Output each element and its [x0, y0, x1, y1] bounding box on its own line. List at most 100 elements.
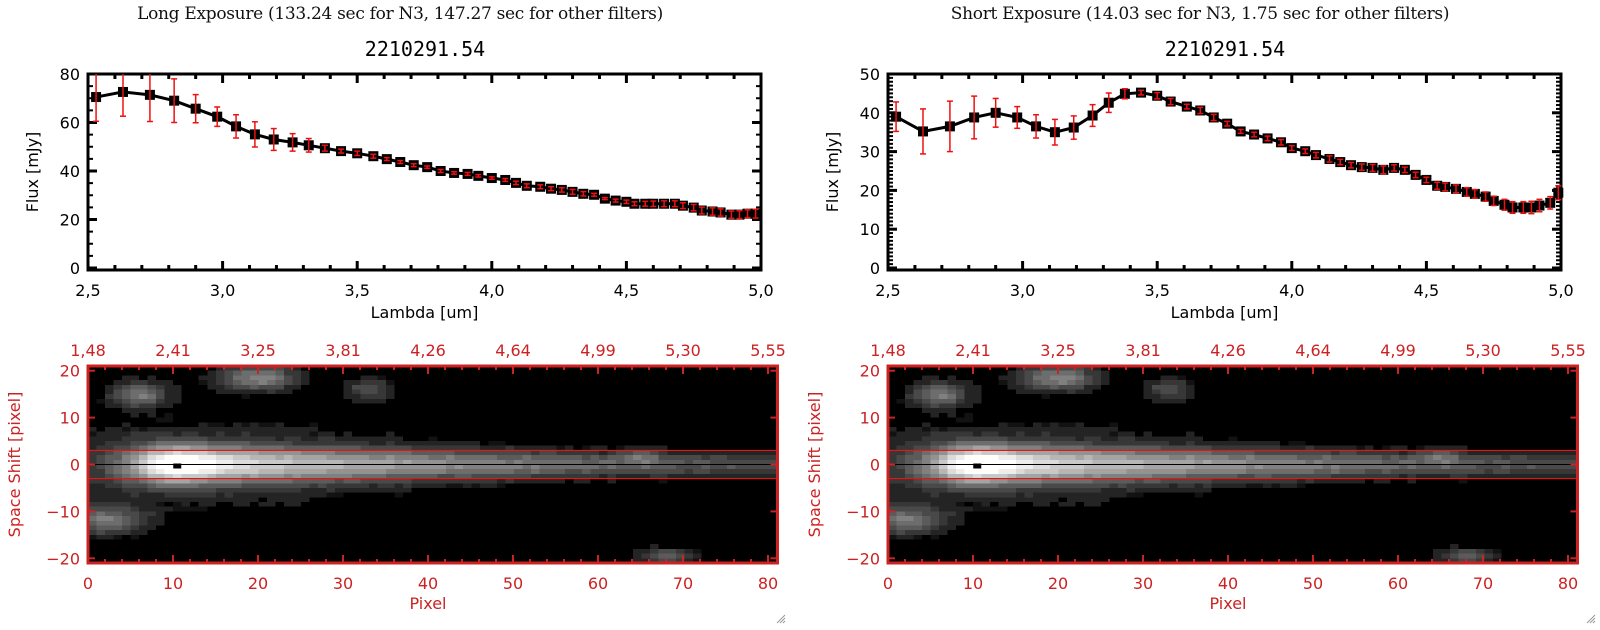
x-tick-label: 5,0	[1548, 281, 1573, 300]
top-wavelength-label: 4,26	[410, 341, 446, 360]
error-bar	[1278, 138, 1285, 146]
short-spatial-image	[888, 366, 1578, 563]
y-tick-label: 50	[860, 65, 880, 84]
error-bar	[946, 100, 953, 153]
y-tick-label: −10	[846, 502, 880, 521]
y-tick-label: −20	[846, 549, 880, 568]
y-tick-label: 0	[870, 259, 880, 278]
x-tick-label: 4,5	[1414, 281, 1439, 300]
top-wavelength-label: 5,55	[1550, 341, 1586, 360]
error-bar	[1547, 195, 1554, 210]
error-bar	[736, 210, 743, 220]
error-bar	[146, 74, 153, 123]
x-tick-label: 40	[418, 574, 438, 593]
error-bar	[1501, 198, 1508, 211]
error-bar	[1033, 113, 1040, 139]
y-axis-title: Space Shift [pixel]	[805, 392, 824, 538]
x-tick-label: 4,0	[1279, 281, 1304, 300]
error-bar	[1434, 181, 1441, 190]
top-wavelength-label: 2,41	[955, 341, 991, 360]
x-tick-label: 10	[963, 574, 983, 593]
error-bar	[744, 209, 751, 219]
long-exposure-panel: Long Exposure (133.24 sec for N3, 147.27…	[5, 4, 786, 624]
top-wavelength-label: 3,81	[325, 341, 361, 360]
long-spatial-image-axes: 0 1,48 10 2,41 20 3,25 30 3,81 40 4,26 50 4,64 60 4,9…	[5, 341, 786, 613]
error-bar	[523, 183, 530, 189]
error-bar	[270, 127, 277, 152]
error-bar	[424, 165, 431, 170]
error-bar	[1167, 97, 1174, 106]
error-bar	[612, 198, 619, 203]
y-tick-label: 20	[60, 211, 80, 230]
error-bar	[671, 200, 678, 208]
error-bar	[1555, 184, 1562, 201]
error-bar	[1302, 148, 1309, 155]
y-axis-title: Space Shift [pixel]	[5, 392, 24, 538]
error-bar	[192, 93, 199, 124]
top-wavelength-label: 5,30	[665, 341, 701, 360]
x-tick-label: 2,5	[75, 281, 100, 300]
y-axis-title: Flux [mJy]	[23, 132, 42, 213]
error-bar	[171, 78, 178, 124]
error-bar	[1070, 115, 1077, 140]
error-bar	[289, 132, 296, 152]
error-bar	[464, 171, 471, 177]
error-bar	[1105, 92, 1112, 114]
error-bar	[214, 106, 221, 128]
error-bar	[679, 202, 686, 210]
resize-handle-icon[interactable]	[774, 612, 786, 624]
long-spatial-image	[88, 366, 778, 563]
error-bar	[1326, 155, 1333, 163]
x-tick-label: 2,5	[875, 281, 900, 300]
short-exposure-panel: Short Exposure (14.03 sec for N3, 1.75 s…	[800, 0, 1600, 630]
long-object-title: 2210291.54	[364, 37, 486, 61]
error-bar	[1442, 182, 1449, 192]
short-object-title: 2210291.54	[1164, 37, 1286, 61]
short-spectrum-chart: 2,5 3,0 3,5 4,0 4,5 5,0 0 10 20 30 40 50 Lambda [um]…	[823, 65, 1574, 322]
error-bar	[383, 156, 390, 162]
error-bar	[370, 153, 377, 159]
error-bar	[251, 121, 258, 148]
error-bar	[305, 137, 312, 153]
x-tick-label: 3,5	[344, 281, 369, 300]
error-bar	[321, 144, 328, 152]
error-bar	[1154, 91, 1161, 100]
x-tick-label: 3,0	[210, 281, 235, 300]
error-bar	[717, 208, 724, 217]
x-axis-title: Pixel	[409, 594, 446, 613]
y-tick-label: −10	[46, 502, 80, 521]
x-tick-label: 20	[1048, 574, 1068, 593]
error-bar	[93, 74, 100, 123]
x-tick-label: 4,5	[614, 281, 639, 300]
error-bar	[1051, 118, 1058, 146]
error-bar	[338, 148, 345, 154]
top-wavelength-label: 4,64	[1295, 341, 1331, 360]
error-bar	[548, 186, 555, 192]
y-tick-label: 10	[60, 409, 80, 428]
error-bar	[752, 208, 759, 219]
y-tick-label: −20	[46, 549, 80, 568]
error-bar	[569, 188, 576, 196]
x-tick-label: 80	[758, 574, 778, 593]
error-bar	[1264, 135, 1271, 142]
x-tick-label: 20	[248, 574, 268, 593]
y-tick-label: 10	[860, 220, 880, 239]
x-axis-title: Lambda [um]	[371, 303, 479, 322]
error-bar	[1471, 188, 1478, 199]
y-tick-label: 10	[860, 409, 880, 428]
error-bar	[1288, 145, 1295, 152]
resize-handle-icon[interactable]	[1584, 612, 1596, 624]
error-bar	[580, 190, 587, 197]
error-bar	[631, 201, 638, 207]
top-wavelength-label: 1,48	[70, 341, 106, 360]
error-bar	[1463, 186, 1470, 197]
x-tick-label: 40	[1218, 574, 1238, 593]
error-bar	[1509, 200, 1516, 215]
y-tick-label: 20	[60, 362, 80, 381]
x-tick-label: 60	[588, 574, 608, 593]
error-bar	[1536, 198, 1543, 213]
error-bar	[410, 162, 417, 168]
error-bar	[1528, 200, 1535, 215]
top-wavelength-label: 5,30	[1465, 341, 1501, 360]
x-tick-label: 10	[163, 574, 183, 593]
